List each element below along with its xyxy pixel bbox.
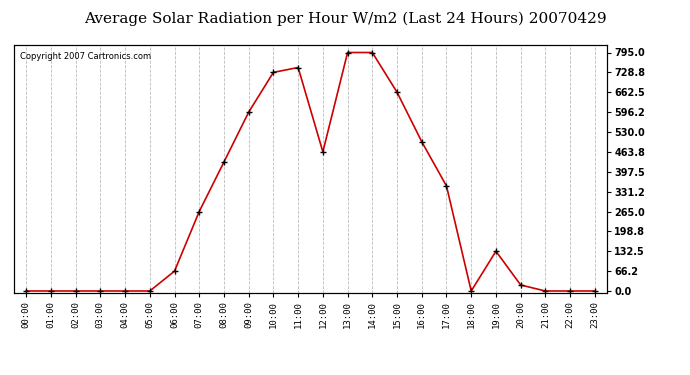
Text: Copyright 2007 Cartronics.com: Copyright 2007 Cartronics.com xyxy=(20,53,151,62)
Text: Average Solar Radiation per Hour W/m2 (Last 24 Hours) 20070429: Average Solar Radiation per Hour W/m2 (L… xyxy=(83,11,607,26)
